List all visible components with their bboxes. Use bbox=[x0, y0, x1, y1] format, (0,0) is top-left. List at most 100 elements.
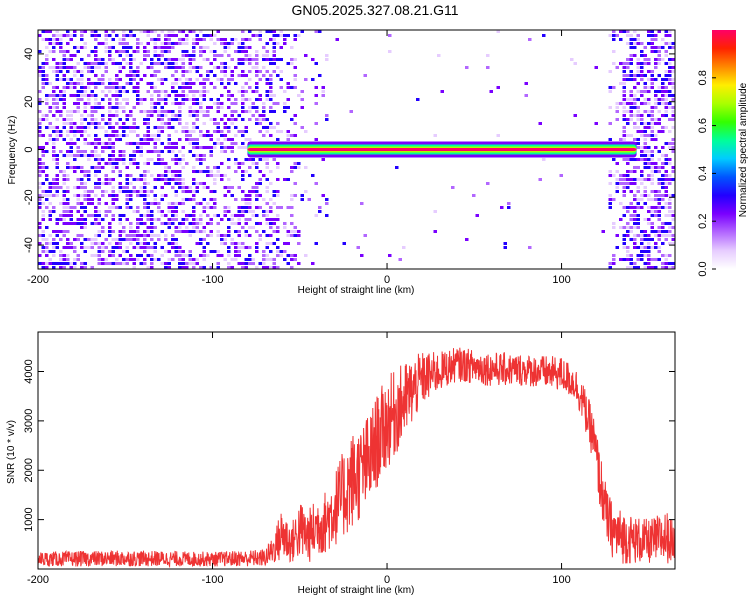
spectrogram-cell bbox=[125, 166, 129, 169]
spectrogram-cell bbox=[174, 254, 178, 257]
spectrogram-cell bbox=[129, 230, 133, 233]
spectrogram-cell bbox=[87, 238, 91, 241]
spectrogram-cell bbox=[612, 258, 616, 261]
spectrogram-cell bbox=[657, 182, 661, 185]
spectrogram-cell bbox=[38, 174, 42, 177]
spectrogram-cell bbox=[164, 170, 168, 173]
spectrogram-cell bbox=[188, 78, 192, 81]
spectrogram-cell bbox=[668, 198, 672, 201]
spectrogram-cell bbox=[657, 46, 661, 49]
spectrogram-cell bbox=[626, 74, 630, 77]
spectrogram-cell bbox=[636, 254, 640, 257]
spectrogram-cell bbox=[146, 162, 150, 165]
spectrogram-cell bbox=[227, 46, 231, 49]
spectrogram-cell bbox=[227, 90, 231, 93]
spectrogram-cell bbox=[178, 94, 182, 97]
spectrogram-cell bbox=[41, 30, 45, 33]
spectrogram-cell bbox=[167, 210, 171, 213]
spectrogram-cell bbox=[146, 182, 150, 185]
spectrogram-cell bbox=[118, 234, 122, 237]
spectrogram-cell bbox=[104, 174, 108, 177]
spectrogram-cell bbox=[629, 206, 633, 209]
spectrogram-cell bbox=[664, 30, 668, 33]
spectrogram-cell bbox=[129, 114, 133, 117]
spectrogram-cell bbox=[248, 254, 252, 257]
spectrogram-cell bbox=[157, 130, 161, 133]
spectrogram-cell bbox=[90, 246, 94, 249]
spectrogram-cell bbox=[90, 198, 94, 201]
spectrogram-cell bbox=[83, 238, 87, 241]
spectrogram-cell bbox=[265, 118, 269, 121]
spectrogram-cell bbox=[87, 246, 91, 249]
spectrogram-cell bbox=[38, 90, 42, 93]
spectrogram-cell bbox=[59, 50, 63, 53]
spectrogram-cell bbox=[272, 218, 276, 221]
spectrogram-cell bbox=[654, 138, 658, 141]
spectrogram-cell bbox=[657, 246, 661, 249]
spectrogram-cell bbox=[633, 114, 637, 117]
spectrogram-cell bbox=[255, 230, 259, 233]
spectrogram-cell bbox=[248, 46, 252, 49]
spectrogram-cell bbox=[108, 46, 112, 49]
spectrogram-cell bbox=[101, 242, 105, 245]
spectrogram-cell bbox=[66, 58, 70, 61]
spectrogram-cell bbox=[244, 246, 248, 249]
spectrogram-cell bbox=[314, 242, 318, 245]
spectrogram-cell bbox=[83, 94, 87, 97]
spectrogram-cell bbox=[181, 146, 185, 149]
spectrogram-cell bbox=[437, 54, 441, 57]
spectrogram-cell bbox=[213, 250, 217, 253]
spectrogram-cell bbox=[129, 142, 133, 145]
spectrogram-cell bbox=[73, 66, 77, 69]
spectrogram-cell bbox=[220, 178, 224, 181]
spectrogram-cell bbox=[202, 46, 206, 49]
spectrogram-cell bbox=[52, 126, 56, 129]
spectrogram-cell bbox=[269, 122, 273, 125]
spectrogram-cell bbox=[45, 246, 49, 249]
spectrogram-cell bbox=[629, 90, 633, 93]
spectrogram-cell bbox=[241, 142, 245, 145]
spectrogram-cell bbox=[258, 238, 262, 241]
spectrogram-cell bbox=[118, 118, 122, 121]
spectrogram-cell bbox=[244, 158, 248, 161]
spectrogram-cell bbox=[66, 42, 70, 45]
spectrogram-cell bbox=[118, 86, 122, 89]
spectrogram-cell bbox=[69, 94, 73, 97]
spectrogram-cell bbox=[293, 34, 297, 37]
spectrogram-cell bbox=[101, 246, 105, 249]
spectrogram-cell bbox=[248, 262, 252, 265]
spectrogram-cell bbox=[164, 38, 168, 41]
spectrogram-cell bbox=[146, 202, 150, 205]
spectrogram-cell bbox=[41, 234, 45, 237]
spectrogram-cell bbox=[181, 186, 185, 189]
spectrogram-cell bbox=[150, 214, 154, 217]
spectrogram-cell bbox=[668, 46, 672, 49]
spectrogram-cell bbox=[143, 230, 147, 233]
spectrogram-cell bbox=[661, 90, 665, 93]
spectrogram-cell bbox=[661, 166, 665, 169]
spectrogram-cell bbox=[185, 126, 189, 129]
spectrogram-cell bbox=[41, 86, 45, 89]
spectrogram-cell bbox=[80, 150, 84, 153]
spectrogram-cell bbox=[314, 102, 318, 105]
spectrogram-cell bbox=[122, 230, 126, 233]
spectrogram-cell bbox=[59, 170, 63, 173]
spectrogram-cell bbox=[227, 186, 231, 189]
spectrogram-cell bbox=[286, 262, 290, 265]
spectrogram-cell bbox=[269, 86, 273, 89]
spectrogram-cell bbox=[94, 74, 98, 77]
spectrogram-cell bbox=[433, 230, 437, 233]
spectrogram-cell bbox=[244, 146, 248, 149]
spectrogram-cell bbox=[633, 122, 637, 125]
spectrogram-cell bbox=[255, 182, 259, 185]
spectrogram-cell bbox=[153, 50, 157, 53]
spectrogram-cell bbox=[213, 202, 217, 205]
spectrogram-cell bbox=[188, 62, 192, 65]
spectrogram-cell bbox=[132, 106, 136, 109]
spectrogram-cell bbox=[202, 50, 206, 53]
spectrogram-cell bbox=[318, 74, 322, 77]
spectrogram-x-ticks: -200 -100 0 100 bbox=[27, 30, 571, 286]
spectrogram-cell bbox=[272, 230, 276, 233]
spectrogram-cell bbox=[629, 94, 633, 97]
